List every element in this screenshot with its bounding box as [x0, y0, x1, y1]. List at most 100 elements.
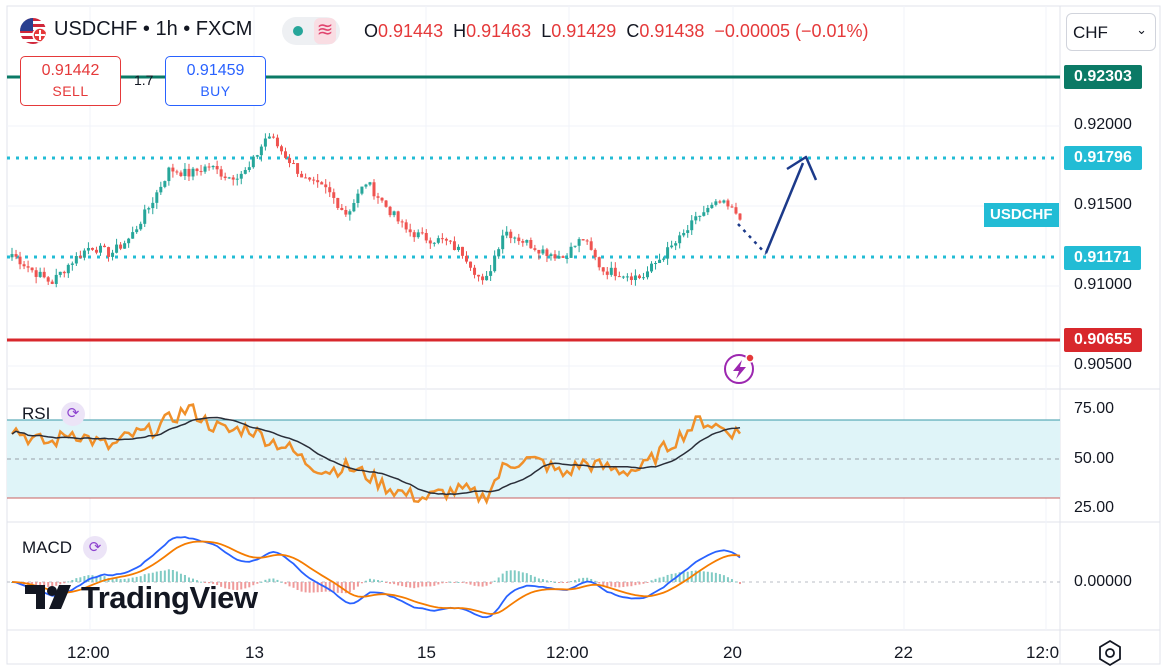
candle-body [436, 238, 440, 243]
candle-body [593, 249, 597, 258]
macd-histogram-bar [224, 582, 227, 589]
candle-body [324, 184, 328, 188]
candle-body [392, 211, 396, 216]
chevron-down-icon: ⌄ [1136, 22, 1147, 37]
candle-body [111, 252, 115, 257]
tradingview-logo[interactable]: TradingView [25, 580, 258, 617]
macd-histogram-bar [284, 582, 287, 585]
candlestick-series [10, 133, 742, 288]
candle-body [698, 215, 702, 217]
macd-histogram-bar [320, 582, 323, 592]
macd-histogram-bar [348, 582, 351, 593]
macd-histogram-bar [272, 578, 275, 582]
rsi-label[interactable]: RSI [22, 404, 51, 423]
macd-histogram-bar [533, 576, 536, 582]
lightning-icon[interactable] [724, 353, 755, 384]
macd-histogram-bar [175, 571, 178, 582]
ohlc-readout: O0.91443 H0.91463 L0.91429 C0.91438 −0.0… [364, 21, 869, 41]
candle-body [74, 256, 78, 264]
candle-body [131, 232, 135, 239]
price-tick: 0.92000 [1074, 116, 1132, 133]
macd-histogram-bar [389, 582, 392, 584]
candle-body [364, 184, 368, 187]
candle-body [284, 151, 288, 158]
macd-histogram-bar [163, 570, 166, 582]
candle-body [674, 243, 678, 246]
macd-histogram-bar [167, 569, 170, 582]
us-flag-icon [20, 18, 46, 44]
macd-histogram-bar [718, 574, 721, 582]
settings-icon[interactable] [1099, 639, 1121, 667]
candle-body [569, 246, 573, 258]
market-status-pill[interactable]: ≋ [282, 17, 340, 45]
candle-body [292, 163, 296, 165]
sell-button[interactable]: 0.91442 SELL [20, 56, 121, 106]
refresh-icon[interactable]: ⟳ [61, 402, 85, 426]
candle-body [259, 146, 263, 156]
currency-select[interactable]: CHF ⌄ [1066, 13, 1156, 51]
candle-body [485, 275, 489, 281]
macd-histogram-bar [296, 582, 299, 591]
macd-histogram-bar [47, 582, 50, 587]
macd-histogram-bar [292, 582, 295, 588]
macd-histogram-bar [159, 570, 162, 582]
candle-body [175, 171, 179, 173]
macd-label[interactable]: MACD [22, 538, 73, 557]
macd-histogram-bar [574, 580, 577, 582]
candle-body [340, 207, 344, 210]
candle-body [98, 245, 102, 253]
wave-icon[interactable]: ≋ [314, 18, 336, 44]
candle-body [645, 271, 649, 278]
candle-body [424, 233, 428, 241]
candle-body [255, 155, 259, 157]
candle-body [501, 235, 505, 250]
candle-body [223, 176, 227, 178]
macd-histogram-bar [626, 582, 629, 587]
candle-body [666, 247, 670, 259]
projection-arrow[interactable] [737, 155, 818, 255]
refresh-icon[interactable]: ⟳ [83, 536, 107, 560]
symbol-title[interactable]: USDCHF • 1h • FXCM [54, 18, 252, 41]
macd-histogram-bar [252, 582, 255, 586]
macd-histogram-bar [67, 581, 70, 583]
candle-body [159, 186, 163, 193]
candle-body [432, 242, 436, 244]
candle-body [641, 277, 645, 279]
macd-histogram-bar [139, 576, 142, 582]
sell-price: 0.91442 [41, 62, 100, 79]
candle-body [517, 237, 521, 242]
macd-histogram-bar [529, 575, 532, 582]
candle-body [191, 168, 195, 177]
macd-histogram-bar [457, 581, 460, 583]
macd-histogram-bar [513, 570, 516, 582]
candle-body [288, 157, 292, 164]
macd-histogram-bar [352, 582, 355, 590]
candle-body [263, 138, 267, 147]
candle-body [368, 182, 372, 185]
macd-histogram-bar [208, 582, 211, 584]
candle-body [726, 200, 730, 207]
buy-button[interactable]: 0.91459 BUY [165, 56, 266, 106]
candle-body [115, 244, 119, 253]
candle-body [493, 256, 497, 272]
lower-level-price-tag: 0.91171 [1064, 246, 1141, 270]
macd-histogram-bar [268, 578, 271, 582]
macd-histogram-bar [682, 571, 685, 582]
candle-body [332, 192, 336, 198]
tradingview-logo-icon [25, 585, 71, 609]
candle-body [207, 166, 211, 168]
macd-histogram-bar [316, 582, 319, 593]
macd-histogram-bar [489, 582, 492, 585]
candle-body [70, 263, 74, 265]
macd-histogram-bar [401, 582, 404, 587]
candle-body [275, 137, 279, 147]
candle-body [348, 211, 352, 215]
macd-histogram-bar [578, 578, 581, 582]
macd-histogram-bar [521, 572, 524, 582]
candle-body [62, 271, 66, 274]
candle-body [38, 271, 42, 277]
macd-histogram-bar [417, 582, 420, 588]
candle-body [139, 223, 143, 230]
candle-body [251, 156, 255, 168]
